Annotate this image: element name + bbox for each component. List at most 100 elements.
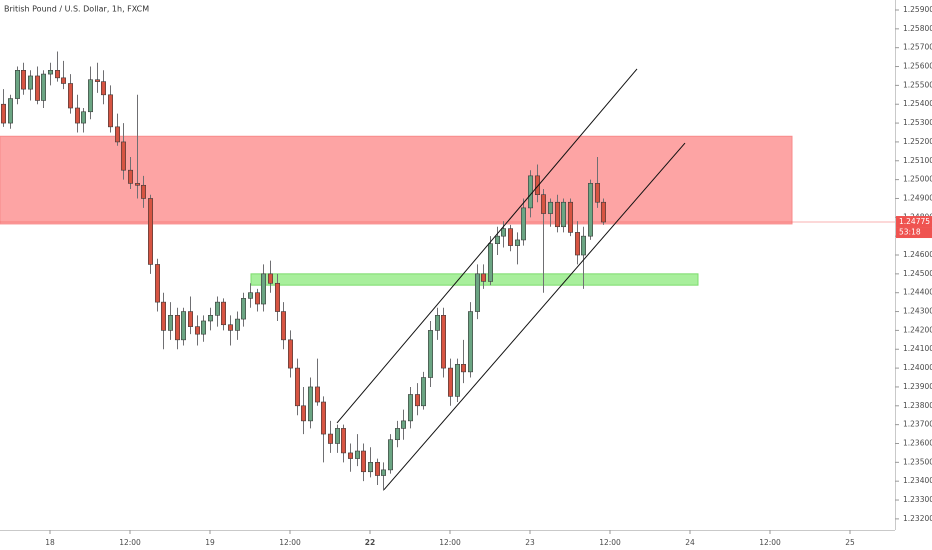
x-tick-label: 12:00	[119, 538, 141, 547]
x-tick-label: 12:00	[759, 538, 781, 547]
candle-body	[420, 377, 426, 407]
y-tick-label: 1.24400	[903, 288, 932, 297]
y-tick-label: 1.24600	[903, 250, 932, 259]
y-tick-label: 1.25500	[903, 80, 932, 89]
x-tick-label: 12:00	[279, 538, 301, 547]
candle-body	[554, 201, 560, 228]
x-tick-label: 25	[845, 538, 855, 547]
candle-body	[60, 77, 66, 84]
candle-body	[81, 111, 87, 124]
y-tick-label: 1.23800	[903, 401, 932, 410]
candle-body	[434, 315, 440, 331]
y-tick-label: 1.25100	[903, 156, 932, 165]
x-tick-label: 12:00	[599, 538, 621, 547]
candle-body	[0, 103, 7, 124]
candle-body	[287, 339, 293, 369]
candle-body	[480, 273, 486, 282]
candle-body	[40, 73, 46, 101]
candle-body	[201, 320, 207, 335]
candle-body	[500, 228, 506, 237]
y-tick-label: 1.25000	[903, 175, 932, 184]
candle-body	[467, 311, 473, 373]
candle-body	[108, 94, 114, 128]
candle-body	[188, 311, 194, 327]
candle-body	[141, 184, 147, 199]
candle-body	[507, 228, 513, 246]
zone	[0, 135, 793, 225]
chart-title: British Pound / U.S. Dollar, 1h, FXCM	[4, 5, 149, 14]
candle-body	[487, 243, 493, 282]
candle-body	[267, 273, 273, 284]
candle-body	[241, 298, 247, 320]
y-tick-label: 1.23200	[903, 514, 932, 523]
candle-body	[34, 75, 40, 101]
candle-body	[248, 292, 254, 299]
candle-body	[221, 301, 227, 326]
candle-body	[474, 273, 480, 312]
candle-body	[520, 207, 526, 241]
candle-body	[580, 235, 586, 256]
candle-body	[95, 79, 101, 82]
candle-body	[560, 201, 566, 228]
candle-body	[27, 75, 33, 90]
candle-body	[175, 315, 181, 341]
candle-body	[354, 450, 360, 459]
y-tick-label: 1.23900	[903, 382, 932, 391]
candle-body	[274, 282, 280, 312]
candle-body	[54, 70, 60, 79]
candle-body	[128, 169, 134, 184]
candle-body	[387, 439, 393, 471]
candle-body	[15, 70, 21, 99]
x-tick-label: 23	[525, 538, 535, 547]
candle-body	[567, 201, 573, 233]
candle-body	[320, 401, 326, 435]
candle-body	[294, 367, 300, 407]
x-tick-label: 24	[685, 538, 695, 547]
y-tick-label: 1.25300	[903, 118, 932, 127]
candle-body	[228, 324, 234, 331]
candle-body	[427, 330, 433, 378]
candle-body	[327, 433, 333, 444]
y-tick-label: 1.23500	[903, 457, 932, 466]
candle-body	[454, 364, 460, 397]
y-tick-label: 1.25200	[903, 137, 932, 146]
candle-body	[168, 315, 174, 331]
y-tick-label: 1.24000	[903, 363, 932, 372]
candle-body	[394, 428, 400, 441]
y-tick-label: 1.25700	[903, 43, 932, 52]
candle-body	[574, 232, 580, 256]
candle-body	[121, 141, 127, 171]
candle-body	[255, 292, 261, 305]
candle-body	[587, 183, 593, 237]
candle-body	[360, 450, 366, 473]
trend-line	[383, 142, 686, 490]
candle-body	[208, 315, 214, 322]
candle-body	[527, 175, 533, 209]
y-tick-label: 1.23700	[903, 420, 932, 429]
trend-line	[336, 68, 638, 424]
y-tick-label: 1.25800	[903, 24, 932, 33]
candle-body	[8, 98, 14, 124]
candle-body	[148, 198, 154, 265]
candle-body	[235, 318, 241, 331]
countdown-tag	[896, 227, 932, 239]
x-tick-label: 12:00	[439, 538, 461, 547]
candle-body	[400, 420, 406, 429]
candle-body	[600, 201, 606, 223]
candle-body	[68, 83, 74, 109]
candle-body	[534, 175, 540, 195]
plot-area	[0, 51, 895, 491]
zone	[250, 273, 699, 286]
candle-body	[494, 235, 500, 245]
y-tick-label: 1.24200	[903, 325, 932, 334]
y-tick-label: 1.24500	[903, 269, 932, 278]
candle-body	[280, 311, 286, 341]
candle-body	[407, 394, 413, 422]
candle-body	[367, 462, 373, 473]
candle-body	[447, 367, 453, 397]
x-tick-label: 18	[45, 538, 55, 547]
candle-body	[334, 428, 340, 444]
price-tag-label: 1.24775	[899, 217, 930, 226]
candle-body	[594, 183, 600, 203]
candle-body	[374, 462, 380, 476]
